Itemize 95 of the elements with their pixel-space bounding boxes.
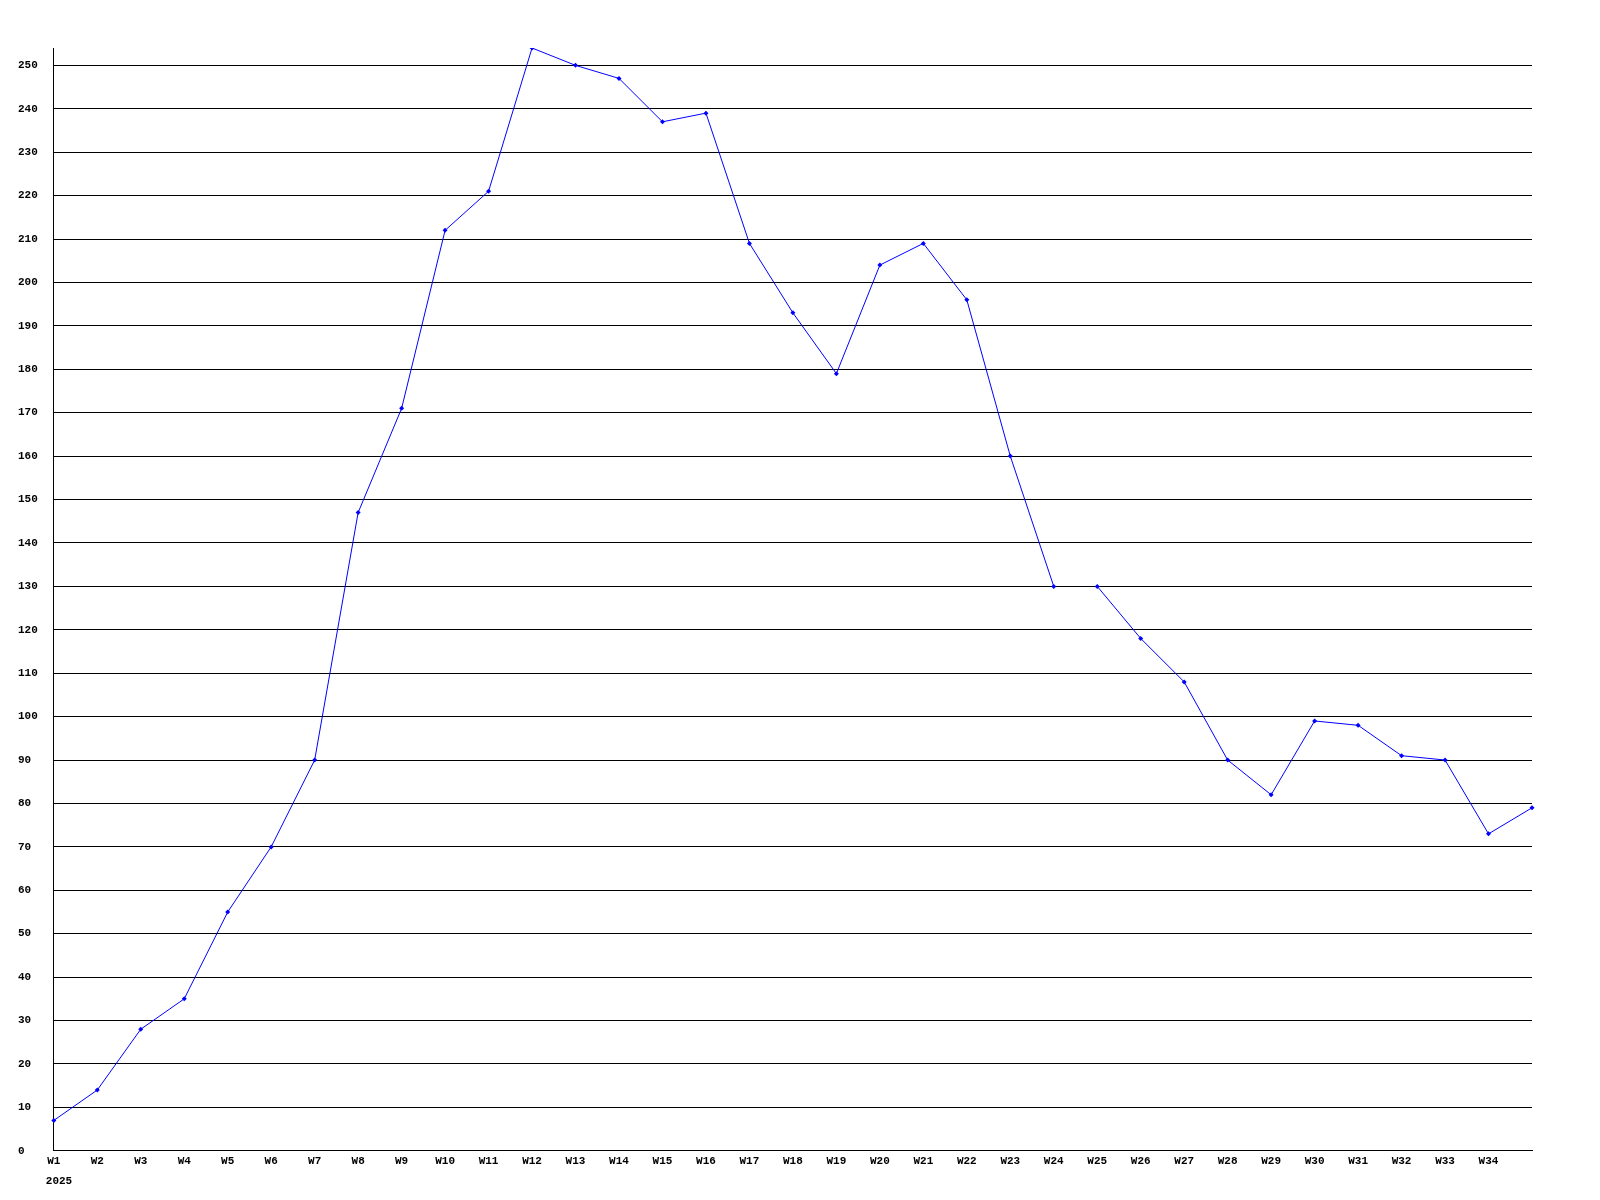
point xyxy=(920,240,926,246)
x-tick-label: W11 xyxy=(478,1155,499,1168)
point xyxy=(746,240,752,246)
text: 2025 xyxy=(45,1175,73,1188)
y-tick-label: 150 xyxy=(18,493,38,506)
point xyxy=(790,310,796,316)
x-tick-label: W12 xyxy=(522,1155,542,1168)
point xyxy=(877,262,883,268)
point xyxy=(268,844,274,850)
y-tick-label: 160 xyxy=(18,449,38,462)
x-tick-label: W22 xyxy=(956,1155,977,1168)
x-tick-label: W32 xyxy=(1391,1155,1412,1168)
x-tick-label: W20 xyxy=(869,1155,890,1168)
x-tick-label: W19 xyxy=(826,1155,847,1168)
point xyxy=(94,1087,100,1093)
x-tick-label: W3 xyxy=(134,1155,148,1168)
y-tick-label: 130 xyxy=(18,580,38,593)
point xyxy=(1442,757,1448,763)
x-tick-label: W33 xyxy=(1435,1155,1456,1168)
point xyxy=(659,119,665,125)
y-tick-label: 230 xyxy=(18,145,38,158)
point xyxy=(1094,583,1100,589)
x-tick-label: W27 xyxy=(1174,1155,1195,1168)
point xyxy=(1181,679,1187,685)
x-tick-label: W14 xyxy=(609,1155,630,1168)
y-tick-label: 60 xyxy=(18,884,32,897)
point xyxy=(1486,831,1492,837)
x-tick-label: W10 xyxy=(435,1155,455,1168)
x-tick-label: W26 xyxy=(1130,1155,1151,1168)
point xyxy=(1529,805,1535,811)
x-tick-label: W4 xyxy=(177,1155,192,1168)
x-tick-label: W30 xyxy=(1304,1155,1325,1168)
point xyxy=(51,1117,57,1123)
x-tick-label: W2 xyxy=(90,1155,104,1168)
x-tick-label: W31 xyxy=(1348,1155,1369,1168)
point xyxy=(486,188,492,194)
y-tick-label: 200 xyxy=(18,276,38,289)
point xyxy=(964,297,970,303)
y-tick-label: 10 xyxy=(18,1101,32,1114)
x-tick-label: W9 xyxy=(395,1155,409,1168)
y-tick-label: 190 xyxy=(18,319,38,332)
y-tick-label: 140 xyxy=(18,536,38,549)
point xyxy=(138,1026,144,1032)
y-tick-label: 220 xyxy=(18,189,38,202)
point xyxy=(1268,792,1274,798)
point xyxy=(1312,718,1318,724)
x-tick-label: W6 xyxy=(264,1155,278,1168)
x-tick-label: W18 xyxy=(783,1155,804,1168)
point xyxy=(703,110,709,116)
point xyxy=(573,62,579,68)
x-tick-label: W13 xyxy=(565,1155,586,1168)
y-tick-label: 210 xyxy=(18,232,38,245)
y-tick-label: 50 xyxy=(18,927,32,940)
point xyxy=(1225,757,1231,763)
point xyxy=(1007,453,1013,459)
x-tick-label: W21 xyxy=(913,1155,934,1168)
y-tick-label: 250 xyxy=(18,59,38,72)
y-tick-label: 80 xyxy=(18,797,32,810)
x-tick-label: W24 xyxy=(1043,1155,1065,1168)
y-tick-label: 170 xyxy=(18,406,38,419)
y-tick-label: 70 xyxy=(18,840,32,853)
y-tick-label: 40 xyxy=(18,970,32,983)
point xyxy=(1399,753,1405,759)
y-tick-label: 180 xyxy=(18,363,38,376)
point xyxy=(312,757,318,763)
y-tick-label: 20 xyxy=(18,1057,32,1070)
y-tick-label: 30 xyxy=(18,1014,32,1027)
x-tick-label: W1 xyxy=(47,1155,61,1168)
y-tick-label: 110 xyxy=(18,666,38,679)
point xyxy=(399,405,405,411)
point xyxy=(1138,635,1144,641)
x-tick-label: W16 xyxy=(696,1155,716,1168)
x-tick-label: W7 xyxy=(308,1155,322,1168)
y-tick-label: 0 xyxy=(18,1144,25,1157)
point xyxy=(1355,722,1361,728)
point xyxy=(355,510,361,516)
x-tick-label: W17 xyxy=(739,1155,760,1168)
x-tick-label: W29 xyxy=(1261,1155,1282,1168)
x-tick-label: W25 xyxy=(1087,1155,1108,1168)
x-tick-label: W28 xyxy=(1217,1155,1238,1168)
point xyxy=(1051,583,1057,589)
point xyxy=(442,227,448,233)
x-tick-label: W5 xyxy=(221,1155,235,1168)
y-tick-label: 240 xyxy=(18,102,38,115)
y-tick-label: 120 xyxy=(18,623,38,636)
x-tick-label: W34 xyxy=(1478,1155,1499,1168)
point xyxy=(181,996,187,1002)
x-tick-label: W8 xyxy=(351,1155,366,1168)
point xyxy=(833,371,839,377)
x-tick-label: W15 xyxy=(652,1155,673,1168)
y-tick-label: 100 xyxy=(18,710,38,723)
point xyxy=(225,909,231,915)
y-tick-label: 90 xyxy=(18,753,32,766)
point xyxy=(616,75,622,81)
x-tick-label: W23 xyxy=(1000,1155,1021,1168)
